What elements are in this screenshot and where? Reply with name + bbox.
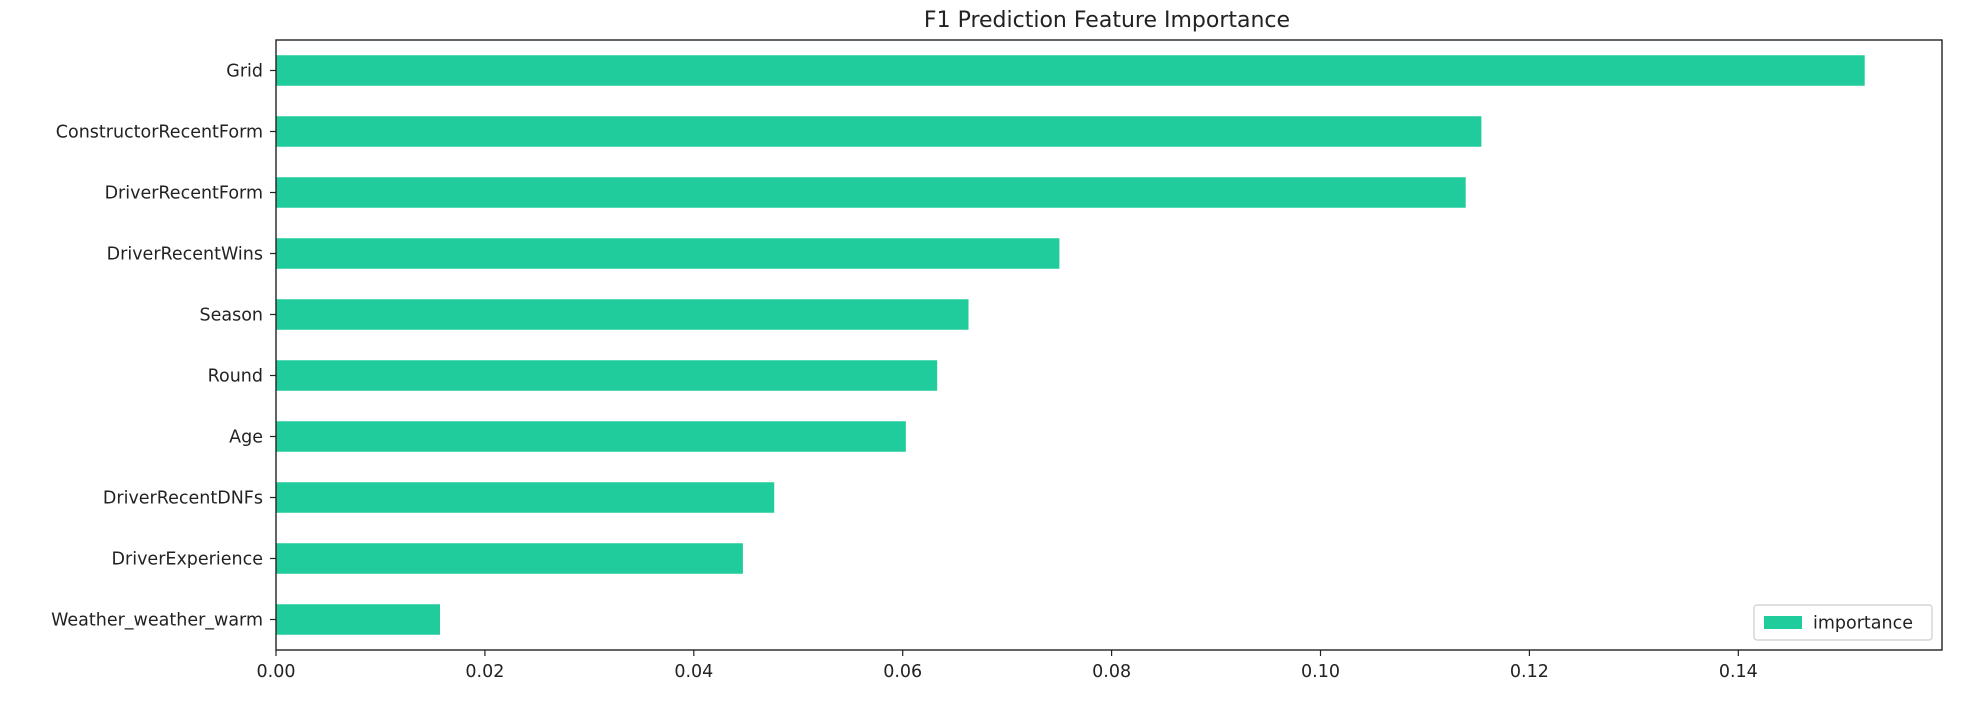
plot-frame — [275, 39, 1943, 651]
legend-swatch — [1764, 616, 1802, 629]
y-tick-label-1: ConstructorRecentForm — [56, 123, 263, 143]
x-tick-label-7: 0.14 — [1719, 662, 1758, 682]
y-tick-label-5: Round — [208, 367, 263, 387]
bar-4 — [276, 299, 969, 330]
bar-1 — [276, 116, 1482, 147]
y-tick-label-3: DriverRecentWins — [107, 245, 263, 265]
y-tick-label-6: Age — [229, 428, 263, 448]
legend-box — [1753, 604, 1933, 641]
x-tick-label-2: 0.04 — [674, 662, 713, 682]
x-tick-label-1: 0.02 — [465, 662, 504, 682]
legend-label: importance — [1813, 614, 1913, 634]
bar-8 — [276, 543, 743, 574]
bar-0 — [276, 55, 1865, 86]
x-tick-label-4: 0.08 — [1092, 662, 1131, 682]
bar-9 — [276, 604, 440, 635]
y-tick-label-2: DriverRecentForm — [105, 184, 263, 204]
y-tick-label-7: DriverRecentDNFs — [103, 489, 263, 509]
x-tick-label-3: 0.06 — [883, 662, 922, 682]
bar-3 — [276, 238, 1060, 269]
y-tick-label-8: DriverExperience — [112, 550, 263, 570]
y-tick-label-4: Season — [199, 306, 263, 326]
legend: importance — [1753, 604, 1933, 641]
bar-5 — [276, 360, 938, 391]
y-tick-label-0: Grid — [226, 62, 263, 82]
bar-7 — [276, 482, 775, 513]
x-tick-label-5: 0.10 — [1301, 662, 1340, 682]
bar-6 — [276, 421, 906, 452]
x-tick-label-6: 0.12 — [1510, 662, 1549, 682]
bars-layer — [276, 55, 1865, 635]
bar-2 — [276, 177, 1466, 208]
chart-title: F1 Prediction Feature Importance — [924, 8, 1290, 33]
y-axis-ticks: Grid ConstructorRecentForm DriverRecentFor… — [51, 62, 276, 631]
y-tick-label-9: Weather_weather_warm — [51, 611, 263, 631]
x-axis-ticks: 0.00 0.02 0.04 0.06 0.08 0.10 0.12 0.14 — [257, 650, 1758, 682]
x-tick-label-0: 0.00 — [257, 662, 296, 682]
